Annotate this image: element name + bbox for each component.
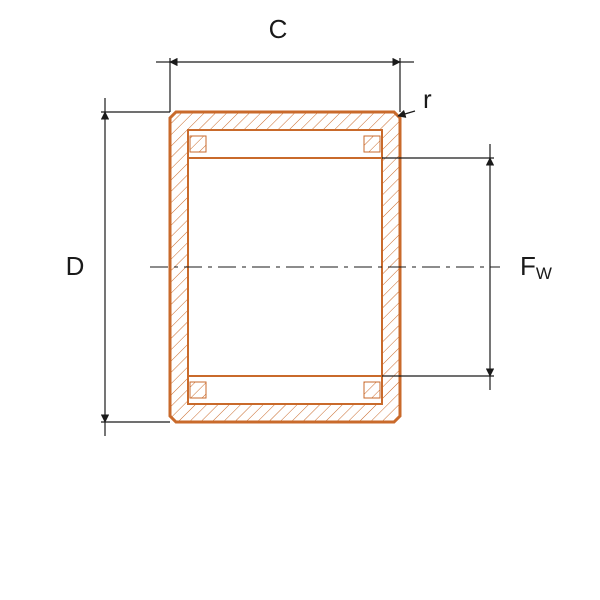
cage-box-br [364, 382, 380, 398]
label-r: r [423, 84, 432, 114]
label-C: C [269, 14, 288, 44]
cage-box-tr [364, 136, 380, 152]
bearing-cross-section-diagram: D C FW r [0, 0, 600, 600]
label-D: D [66, 251, 85, 281]
cage-box-bl [190, 382, 206, 398]
roller-top [188, 130, 382, 158]
cage-box-tl [190, 136, 206, 152]
inner-bore [188, 130, 382, 404]
roller-bottom [188, 376, 382, 404]
label-Fw: FW [520, 251, 552, 283]
dimension-C [156, 58, 414, 112]
